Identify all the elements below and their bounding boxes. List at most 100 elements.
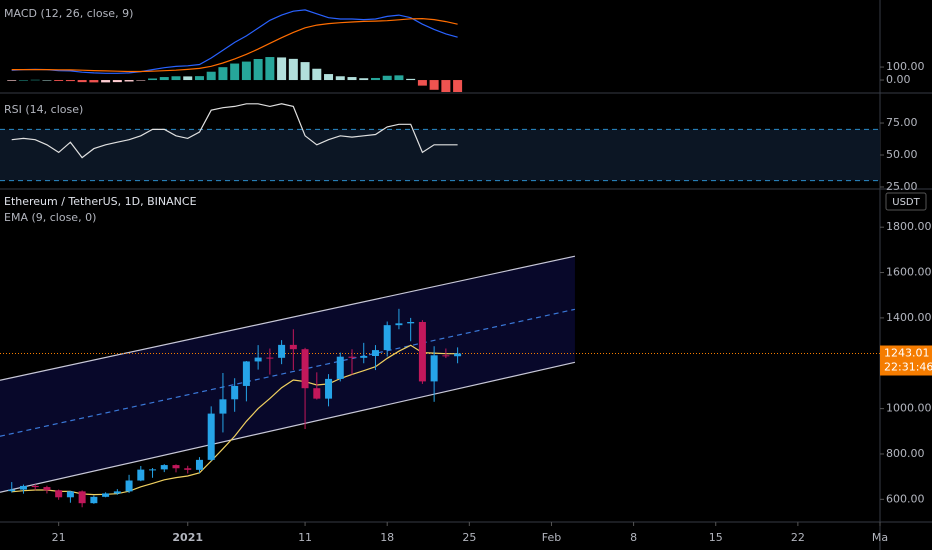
histogram-bar bbox=[65, 80, 75, 82]
candle-body bbox=[442, 355, 450, 357]
histogram-bar bbox=[77, 80, 87, 83]
histogram-bar bbox=[148, 78, 158, 81]
candle-body bbox=[430, 355, 438, 382]
macd-legend: MACD (12, 26, close, 9) bbox=[4, 7, 133, 20]
candle-body bbox=[360, 356, 368, 358]
y-tick-label: 1600.00 bbox=[886, 266, 932, 279]
candle-body bbox=[219, 399, 227, 414]
x-tick-label: Feb bbox=[542, 531, 561, 544]
channel-lower bbox=[0, 361, 576, 493]
histogram-bar bbox=[370, 77, 380, 81]
candle-body bbox=[395, 323, 403, 326]
candle-body bbox=[454, 353, 462, 357]
histogram-bar bbox=[429, 80, 439, 90]
channel-middle bbox=[0, 308, 576, 437]
channel-fill bbox=[0, 256, 575, 493]
candle-body bbox=[383, 325, 391, 351]
candle-body bbox=[348, 356, 356, 358]
histogram-bar bbox=[253, 58, 263, 81]
candle-body bbox=[172, 465, 180, 469]
candle-body bbox=[371, 350, 379, 356]
histogram-bar bbox=[288, 58, 298, 81]
histogram-bar bbox=[101, 80, 111, 83]
candle-body bbox=[31, 485, 39, 488]
histogram-bar bbox=[394, 75, 404, 81]
histogram-bar bbox=[136, 80, 146, 81]
candle-body bbox=[113, 491, 121, 494]
y-tick-label: 0.00 bbox=[886, 73, 911, 86]
histogram-bar bbox=[312, 68, 322, 81]
histogram-bar bbox=[89, 80, 99, 83]
rsi-legend: RSI (14, close) bbox=[4, 103, 83, 116]
histogram-bar bbox=[406, 78, 416, 81]
candle-body bbox=[195, 459, 203, 470]
histogram-bar bbox=[194, 76, 204, 81]
macd-line bbox=[11, 9, 458, 74]
last-price-box bbox=[880, 345, 932, 376]
candle-body bbox=[278, 344, 286, 358]
candle-body bbox=[125, 480, 133, 492]
macd-line bbox=[11, 17, 458, 73]
rsi-line bbox=[11, 103, 458, 159]
candle-body bbox=[266, 357, 274, 359]
histogram-bar bbox=[7, 80, 17, 81]
histogram-bar bbox=[230, 63, 240, 81]
candle-body bbox=[336, 356, 344, 379]
symbol-legend: Ethereum / TetherUS, 1D, BINANCE bbox=[4, 195, 197, 208]
histogram-bar bbox=[241, 61, 251, 81]
x-tick-label: 11 bbox=[298, 531, 312, 544]
candle-body bbox=[313, 388, 321, 399]
ema-legend: EMA (9, close, 0) bbox=[4, 211, 96, 224]
y-tick-label: 75.00 bbox=[886, 116, 918, 129]
histogram-bar bbox=[324, 74, 334, 81]
candle-body bbox=[55, 490, 63, 498]
candle-body bbox=[254, 357, 262, 362]
countdown-label: 22:31:46 bbox=[884, 361, 932, 374]
histogram-bar bbox=[417, 80, 427, 86]
histogram-bar bbox=[441, 80, 451, 92]
currency: USDT bbox=[892, 197, 920, 208]
ema-line bbox=[11, 344, 458, 496]
y-tick-label: 1400.00 bbox=[886, 311, 932, 324]
y-tick-label: 100.00 bbox=[886, 60, 925, 73]
y-tick-label: 600.00 bbox=[886, 492, 925, 505]
candle-body bbox=[90, 496, 98, 504]
x-tick-label: 18 bbox=[380, 531, 394, 544]
candle-body bbox=[289, 344, 297, 350]
rsi-pane bbox=[0, 103, 880, 182]
histogram-bar bbox=[300, 62, 310, 81]
histogram-bar bbox=[277, 57, 287, 81]
histogram-bar bbox=[335, 76, 345, 81]
candle-body bbox=[102, 493, 110, 497]
candle-body bbox=[242, 361, 250, 386]
candle-body bbox=[325, 378, 333, 399]
currency-box bbox=[885, 192, 927, 211]
last-price-label: 1243.01 bbox=[884, 347, 930, 360]
candle-body bbox=[231, 385, 239, 400]
histogram-bar bbox=[453, 80, 463, 92]
candle-body bbox=[137, 469, 145, 481]
candle-body bbox=[160, 465, 168, 470]
histogram-bar bbox=[359, 78, 369, 81]
histogram-bar bbox=[54, 80, 64, 81]
rsi-band-fill bbox=[0, 129, 880, 181]
x-tick-label: 2021 bbox=[172, 531, 203, 544]
histogram-bar bbox=[218, 67, 228, 81]
x-tick-label: Ma bbox=[872, 531, 888, 544]
candle-body bbox=[207, 413, 215, 460]
histogram-bar bbox=[265, 57, 275, 81]
candle-body bbox=[8, 489, 16, 492]
histogram-bar bbox=[171, 76, 181, 81]
y-tick-label: 25.00 bbox=[886, 180, 918, 193]
candle-body bbox=[78, 491, 86, 504]
y-tick-label: 800.00 bbox=[886, 447, 925, 460]
candle-body bbox=[19, 485, 27, 490]
candle-body bbox=[301, 349, 309, 389]
candle-body bbox=[43, 487, 51, 491]
candle-body bbox=[407, 321, 415, 324]
histogram-bar bbox=[206, 71, 216, 81]
candle-body bbox=[66, 491, 74, 498]
x-tick-label: 22 bbox=[791, 531, 805, 544]
